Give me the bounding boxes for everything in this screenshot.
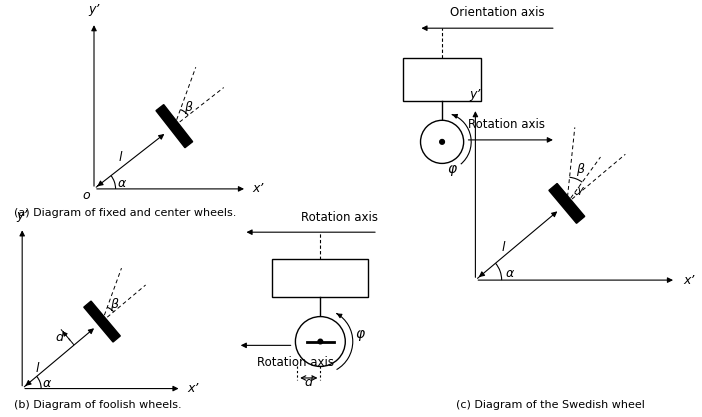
Text: (b) Diagram of foolish wheels.: (b) Diagram of foolish wheels.	[14, 400, 182, 410]
Text: y’: y’	[88, 3, 100, 16]
Text: β: β	[110, 298, 118, 311]
Text: α: α	[117, 176, 126, 189]
Text: φ: φ	[447, 162, 456, 176]
Text: y’: y’	[470, 88, 481, 101]
Text: y’: y’	[16, 209, 28, 222]
Text: α: α	[43, 377, 51, 390]
Bar	[549, 183, 585, 223]
Text: Rotation axis: Rotation axis	[468, 118, 545, 131]
Text: φ: φ	[355, 327, 364, 341]
Text: (a) Diagram of fixed and center wheels.: (a) Diagram of fixed and center wheels.	[14, 208, 237, 219]
Text: Orientation axis: Orientation axis	[450, 6, 544, 19]
Text: (c) Diagram of the Swedish wheel: (c) Diagram of the Swedish wheel	[456, 400, 645, 410]
Circle shape	[318, 339, 323, 344]
Text: x’: x’	[683, 274, 694, 286]
Circle shape	[420, 120, 463, 163]
Bar	[84, 301, 120, 342]
Text: α: α	[506, 267, 514, 280]
Text: d: d	[305, 376, 313, 389]
Text: x’: x’	[253, 182, 264, 196]
Text: β: β	[184, 100, 192, 113]
Text: d: d	[55, 331, 62, 344]
Text: l: l	[501, 241, 505, 254]
Circle shape	[296, 317, 345, 367]
Text: l: l	[119, 151, 122, 164]
Text: β: β	[576, 163, 583, 176]
Bar	[403, 58, 482, 100]
Bar	[156, 105, 192, 148]
Text: x’: x’	[187, 382, 199, 395]
Bar	[272, 259, 369, 297]
Text: Rotation axis: Rotation axis	[301, 211, 378, 224]
Text: Rotation axis: Rotation axis	[257, 356, 334, 369]
Circle shape	[439, 140, 444, 144]
Text: o: o	[82, 189, 90, 202]
Text: l: l	[36, 362, 39, 374]
Text: γ: γ	[576, 185, 583, 195]
